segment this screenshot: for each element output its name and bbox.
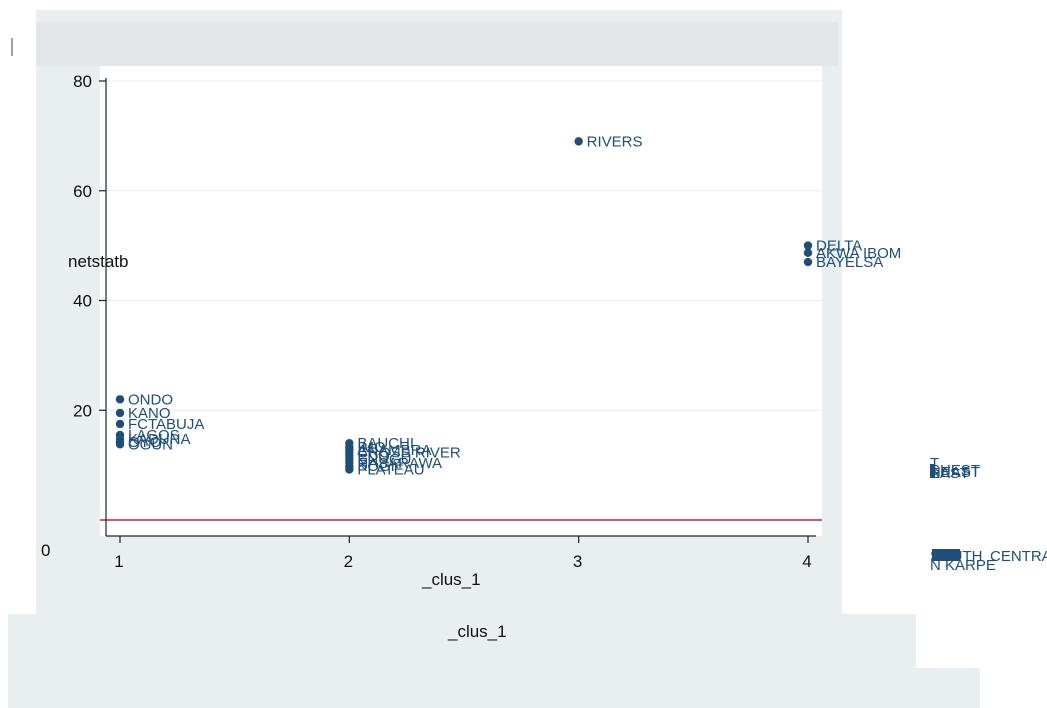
overflow-marker: [932, 549, 936, 561]
point-label: ANAMBRA: [357, 442, 431, 459]
x-tick-label: 1: [114, 552, 123, 571]
bottom-band: [8, 614, 916, 668]
y-tick-label: 40: [73, 292, 92, 311]
overflow-marker: [956, 549, 960, 561]
point-label: PLATEAU: [357, 462, 424, 479]
overflow-marker: [936, 549, 940, 561]
data-point: [115, 440, 125, 449]
point-label: NASARAWA: [357, 455, 442, 472]
overflow-marker: [930, 472, 935, 478]
x-axis-title: _clus_1: [421, 570, 481, 589]
stray-mark: [11, 38, 13, 56]
overflow-marker: [952, 549, 956, 561]
gridlines: [106, 80, 822, 411]
point-label: RIVERS: [587, 133, 643, 150]
overflow-label: SHEST: [930, 462, 980, 479]
point-label: KADUNA: [128, 431, 191, 448]
point-label: KOGI: [357, 458, 395, 475]
overflow-labels: TSHESTNEASTEASTSOUTHCENTRALN KARPE: [930, 455, 1047, 574]
data-point: [803, 257, 813, 267]
point-label: BAYELSA: [816, 254, 883, 271]
overflow-marker: [944, 549, 948, 561]
overflow-label: CENTRAL: [990, 548, 1047, 565]
data-point: [115, 395, 125, 404]
overflow-label: EAST: [930, 465, 969, 482]
overflow-label: NEAST: [930, 464, 980, 481]
point-label: AKWA IBOM: [816, 245, 901, 262]
data-point: [574, 137, 583, 146]
point-label: BAUCHI: [357, 435, 414, 452]
y-tick-label: 80: [73, 72, 92, 91]
title-band: [36, 22, 838, 66]
point-label: ONDO: [128, 391, 173, 408]
overflow-marker: [930, 468, 935, 474]
point-label: OGUN: [128, 436, 173, 453]
data-point: [115, 408, 125, 418]
point-label: EDO: [357, 448, 390, 465]
y-axis-title: netstatb: [68, 252, 129, 271]
point-label: LAGOS: [128, 427, 180, 444]
overflow-label: N KARPE: [930, 557, 996, 574]
x-axis-title-repeat: _clus_1: [447, 622, 507, 641]
x-tick-label: 2: [344, 552, 353, 571]
y-tick-label: 20: [73, 401, 92, 420]
data-point: [345, 465, 354, 474]
point-label: KANO: [128, 405, 171, 422]
point-label: IMO: [357, 439, 385, 456]
overflow-marker: [948, 549, 952, 561]
data-point: [115, 419, 125, 429]
overflow-marker: [930, 464, 935, 470]
point-label: OYO: [128, 434, 161, 451]
data-point: [803, 241, 813, 250]
point-label: FCTABUJA: [128, 416, 204, 433]
data-point: [803, 248, 813, 257]
x-tick-label: 4: [802, 552, 811, 571]
point-label: ENUGU: [357, 451, 411, 468]
point-label: DELTA: [816, 238, 862, 255]
y-tick-label: 60: [73, 182, 92, 201]
axis-ticks: 20 40 60 80 1 2 3 4: [73, 72, 812, 571]
point-label: CROSS RIVER: [357, 445, 461, 462]
stray-zero-label: 0: [41, 541, 50, 560]
data-points: [115, 137, 813, 474]
overflow-marker: [940, 549, 944, 561]
bottom-band-lower: [8, 668, 980, 708]
x-tick-label: 3: [573, 552, 582, 571]
overflow-label: T: [930, 455, 939, 472]
